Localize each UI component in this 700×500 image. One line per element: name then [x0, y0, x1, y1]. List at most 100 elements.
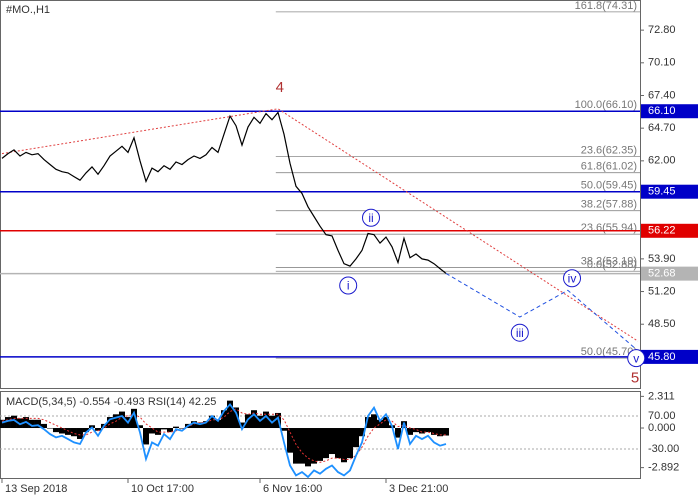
macd-bar [58, 428, 65, 434]
macd-bar [286, 428, 293, 453]
x-tick-label: 10 Oct 17:00 [131, 483, 194, 495]
trend-line [1, 108, 639, 342]
wave-label: v [633, 351, 639, 365]
macd-bar [335, 428, 342, 459]
macd-bar [172, 426, 179, 429]
macd-bar [94, 428, 101, 431]
fib-label: 0.0(52.88) [587, 259, 637, 271]
main-pane [0, 0, 641, 389]
macd-bar [353, 428, 360, 448]
y-tick-label: 48.50 [648, 318, 676, 330]
macd-bar [280, 428, 287, 431]
fib-label: 50.0(45.70) [581, 346, 637, 358]
macd-bar [413, 428, 420, 433]
macd-bar [148, 428, 155, 434]
wave-circle [362, 208, 381, 227]
x-tick-label: 13 Sep 2018 [5, 483, 67, 495]
macd-bar [316, 428, 324, 461]
macd-bar [190, 421, 197, 429]
y2-tick-label: 70.00 [648, 410, 676, 422]
y-tick-label: 0.000 [648, 422, 676, 434]
x-tick-label: 6 Nov 16:00 [263, 483, 322, 495]
macd-bar [226, 400, 233, 429]
wave-label: iv [568, 271, 577, 285]
macd-bar [136, 425, 143, 429]
macd-bar [383, 417, 390, 429]
level-box [641, 266, 698, 281]
macd-bar [118, 411, 125, 429]
level-label: 56.22 [648, 225, 676, 237]
level-box [641, 104, 698, 119]
price-line [1, 111, 447, 274]
level-label: 59.45 [648, 186, 676, 198]
macd-bar [304, 428, 311, 467]
macd-bar [202, 421, 209, 429]
wave-label: iii [516, 326, 524, 340]
macd-bar [130, 408, 137, 429]
macd-bar [238, 422, 245, 429]
level-label: 45.80 [648, 351, 676, 363]
macd-bar [82, 428, 89, 433]
macd-bar [76, 428, 83, 439]
wave-circle [563, 269, 582, 288]
wave-circle [510, 323, 529, 342]
macd-bar [232, 407, 239, 429]
y-tick-label: 67.40 [648, 89, 676, 101]
macd-bar [34, 419, 41, 429]
fib-label: 23.6(55.94) [581, 222, 637, 234]
wave-circle [339, 276, 358, 295]
macd-bar [46, 428, 53, 429]
y-tick-label: 51.20 [648, 285, 676, 297]
macd-bar [371, 414, 378, 429]
level-box [641, 223, 698, 238]
wave-label: ii [368, 211, 373, 225]
level-label: 52.68 [648, 268, 676, 280]
y-tick-label: 72.80 [648, 24, 676, 36]
macd-bar [208, 415, 215, 429]
macd-bar [437, 428, 444, 437]
y-tick-label: -2.892 [648, 462, 679, 474]
indicator-line [1, 408, 446, 463]
chart-title: #MO.,H1 [6, 4, 50, 16]
macd-bar [292, 428, 299, 464]
wave-label: 4 [276, 79, 284, 96]
fib-label: 38.2(57.88) [581, 199, 637, 211]
macd-bar [28, 419, 35, 429]
macd-bar [443, 428, 450, 436]
macd-bar [166, 428, 173, 433]
indicator-line [1, 402, 447, 479]
macd-bar [244, 414, 251, 429]
macd-bar [220, 410, 227, 429]
fib-label: 23.6(62.35) [581, 145, 637, 157]
forecast-line [445, 272, 639, 352]
wave-circle [627, 349, 646, 368]
y-tick-label: 62.00 [648, 155, 676, 167]
macd-bar [323, 428, 330, 459]
macd-bar [106, 417, 113, 429]
y-tick-label: 53.90 [648, 253, 676, 265]
wave-label: i [347, 279, 350, 293]
macd-bar [10, 415, 17, 429]
indicator-title: MACD(5,34,5) -0.554 -0.493 RSI(14) 42.25 [6, 396, 216, 408]
macd-bar [365, 417, 372, 429]
macd-bar [196, 422, 203, 429]
macd-bar [70, 428, 77, 437]
macd-bar [329, 428, 336, 455]
level-label: 66.10 [648, 105, 676, 117]
y2-tick-label: -30.00 [648, 443, 679, 455]
fib-label: 38.2(53.19) [581, 255, 637, 267]
macd-bar [341, 428, 348, 463]
macd-bar [154, 428, 161, 435]
macd-bar [298, 428, 305, 464]
fib-label: 50.0(59.45) [581, 180, 637, 192]
macd-bar [142, 428, 149, 445]
macd-bar [250, 410, 257, 429]
macd-bar [425, 428, 432, 433]
macd-bar [4, 417, 11, 429]
level-box [641, 349, 698, 364]
macd-bar [40, 423, 47, 429]
macd-bar [395, 428, 402, 438]
macd-bar [310, 428, 317, 464]
